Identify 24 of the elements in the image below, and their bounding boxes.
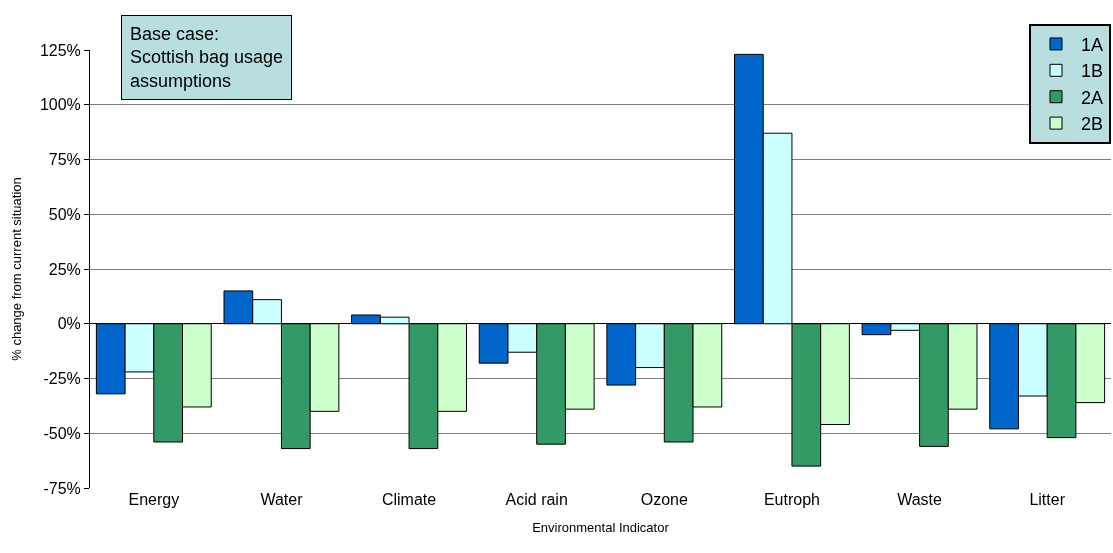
y-tick-label: -25% (43, 370, 81, 388)
y-axis-title: % change from current situation (8, 177, 24, 361)
x-tick-label: Ozone (640, 491, 688, 508)
x-tick-label: Water (260, 491, 304, 508)
x-tick-label: Energy (128, 491, 180, 508)
y-tick-label: 25% (48, 260, 81, 278)
x-tick-label: Litter (1029, 491, 1066, 508)
x-tick-label: Acid rain (505, 491, 568, 508)
y-tick-label: 125% (39, 41, 81, 59)
x-tick-label: Climate (381, 491, 437, 508)
legend-label: 2B (1081, 114, 1104, 135)
x-tick-label: Waste (897, 491, 943, 508)
legend-label: 2A (1081, 87, 1104, 108)
y-tick-label: 75% (48, 151, 81, 169)
y-tick-label: 100% (39, 96, 81, 114)
legend-label: 1B (1081, 61, 1104, 82)
y-tick-label: 50% (48, 205, 81, 223)
legend-label: 1A (1081, 34, 1104, 55)
annotation: Base case: Scottish bag usage assumptions (130, 24, 284, 91)
x-tick-label: Eutroph (763, 491, 820, 508)
y-tick-label: 0% (57, 315, 81, 333)
y-tick-label: -50% (43, 424, 81, 442)
y-tick-label: -75% (43, 479, 81, 497)
x-axis-title: Environmental Indicator (532, 519, 670, 535)
